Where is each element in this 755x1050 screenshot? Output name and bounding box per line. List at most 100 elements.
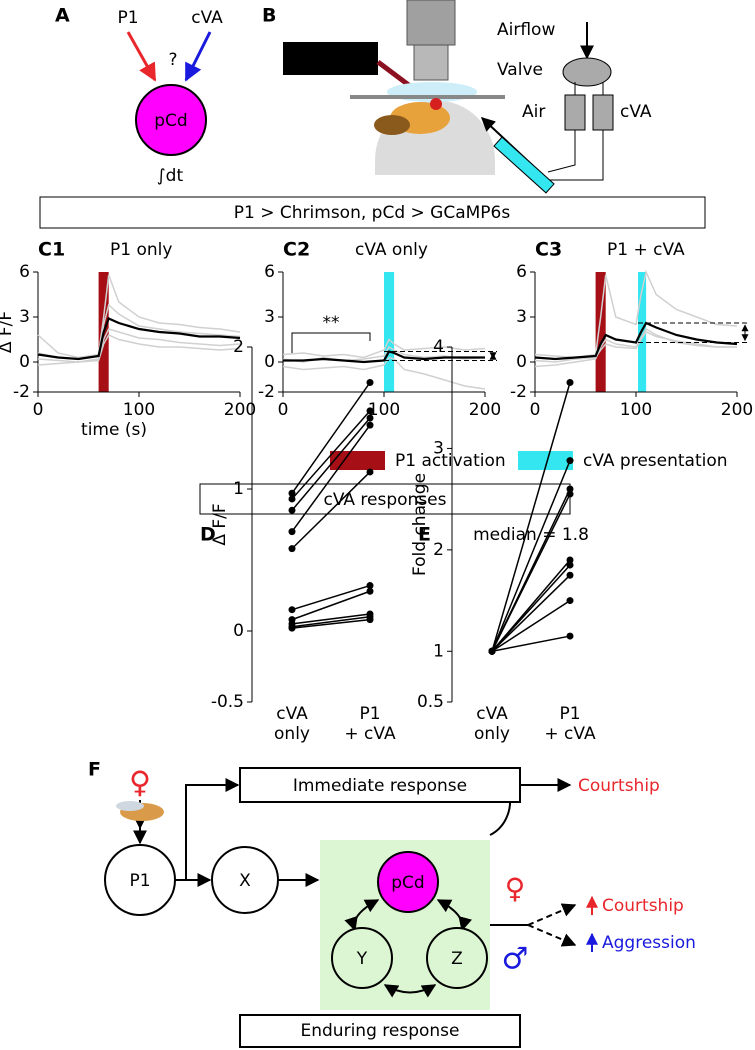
y-tick-label: 6 [516,262,527,282]
panel-label: D [200,524,216,546]
point [566,379,574,386]
chart-title: P1 only [110,240,172,260]
laser [283,42,378,75]
point [488,647,496,655]
trace [37,334,241,366]
trace [534,321,738,361]
y-tick-label: 6 [19,262,30,282]
y-tick-label: 0.5 [417,692,444,712]
section-title: cVA responses [324,490,447,510]
x-tick-label: 200 [721,400,753,420]
panel-label: C1 [38,239,65,261]
point [566,485,574,493]
y-axis-label: Δ F/F [210,503,230,545]
y-tick-label: 3 [264,307,275,327]
node [426,927,488,989]
arrow [126,31,157,82]
node-label: Z [451,949,463,969]
point [288,545,296,553]
legend-swatch [330,451,385,470]
x-tick-label: 100 [123,400,155,420]
y-tick-label: 4 [433,337,444,357]
y-tick-label: 3 [19,307,30,327]
node-label: pCd [391,873,424,893]
air-vial [564,94,586,131]
point [366,379,374,386]
y-axis-label: Fold change [410,473,430,576]
objective [406,0,456,46]
fly-abdomen [374,115,410,135]
legend-label: cVA presentation [583,451,728,471]
air-label: Air [522,102,545,122]
node-label: pCd [154,111,187,131]
female-symbol: ♀ [505,872,526,905]
panel-label: C3 [535,239,562,261]
x-tick-label: cVA only [474,704,510,744]
y-tick-label: 3 [433,438,444,458]
annotation: median = 1.8 [473,525,589,545]
fly-wing [116,801,144,811]
x-axis-label: time (s) [81,420,147,440]
point [288,506,296,514]
outcome: Courtship [602,896,684,916]
input-label: P1 [117,8,138,28]
y-tick-label: 1 [233,479,244,499]
chart-title: cVA only [355,240,428,260]
sig-bracket [291,332,371,353]
stimulus-window [595,272,606,392]
node-label: X [239,871,251,891]
point [566,597,574,605]
x-tick-label: 0 [33,400,44,420]
female-symbol: ♀ [129,766,151,801]
point [366,616,374,624]
pair-line [491,460,571,652]
point [566,632,574,640]
y-tick-label: -2 [258,382,275,402]
pair-line [491,574,571,652]
y-tick-label: 3 [516,307,527,327]
node-label: P1 [129,871,150,891]
point [288,528,296,536]
y-tick-label: 1 [433,641,444,661]
pair-line [491,599,571,652]
trace [37,274,241,359]
airflow-label: Airflow [497,20,555,40]
point [566,571,574,579]
point [366,407,374,415]
genotype: P1 > Chrimson, pCd > GCaMP6s [234,203,511,223]
y-axis-label: Δ F/F [0,311,16,353]
pair-line [291,424,371,533]
pair-line [491,635,571,653]
node [377,851,439,913]
valve [562,57,612,87]
cva-label: cVA [620,102,652,122]
panel-label: C2 [283,239,310,261]
trace [282,338,486,359]
x-tick-label: 0 [530,400,541,420]
pair-line [291,410,371,500]
y-tick-label: 6 [264,262,275,282]
input-label: cVA [191,8,223,28]
panel-label: E [418,524,431,546]
pair-line [491,564,571,652]
x-tick-label: 100 [368,400,400,420]
arrow [344,899,380,932]
trace [37,317,241,361]
arrow [527,903,577,926]
pair-line [291,417,371,511]
point [288,624,296,632]
y-tick-label: 0 [516,352,527,372]
box-label: Immediate response [293,776,467,796]
outcome: Courtship [578,776,660,796]
pair-line [291,618,371,629]
trace [283,350,485,364]
integral: ∫dt [157,166,184,186]
panel-label: F [88,759,101,781]
x-tick-label: P1 + cVA [544,704,596,744]
point [366,468,374,476]
y-tick-label: 2 [433,540,444,560]
point [566,561,574,569]
node [331,927,393,989]
x-tick-label: cVA only [274,704,310,744]
